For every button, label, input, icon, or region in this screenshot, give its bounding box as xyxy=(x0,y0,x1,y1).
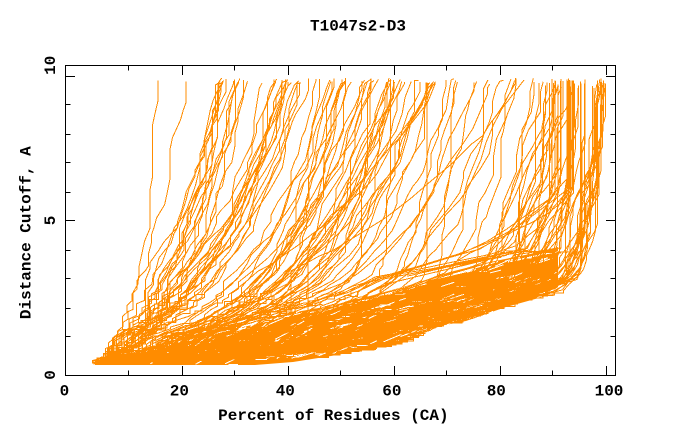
svg-text:100: 100 xyxy=(595,383,624,401)
svg-text:0: 0 xyxy=(42,370,60,380)
svg-text:60: 60 xyxy=(382,383,401,401)
svg-text:10: 10 xyxy=(42,56,60,75)
svg-text:T1047s2-D3: T1047s2-D3 xyxy=(310,17,406,35)
svg-text:0: 0 xyxy=(60,383,70,401)
svg-text:80: 80 xyxy=(487,383,506,401)
svg-text:5: 5 xyxy=(42,216,60,226)
svg-text:Percent of Residues (CA): Percent of Residues (CA) xyxy=(218,407,448,425)
svg-text:40: 40 xyxy=(276,383,295,401)
svg-text:Distance Cutoff, A: Distance Cutoff, A xyxy=(18,146,36,319)
svg-text:20: 20 xyxy=(170,383,189,401)
